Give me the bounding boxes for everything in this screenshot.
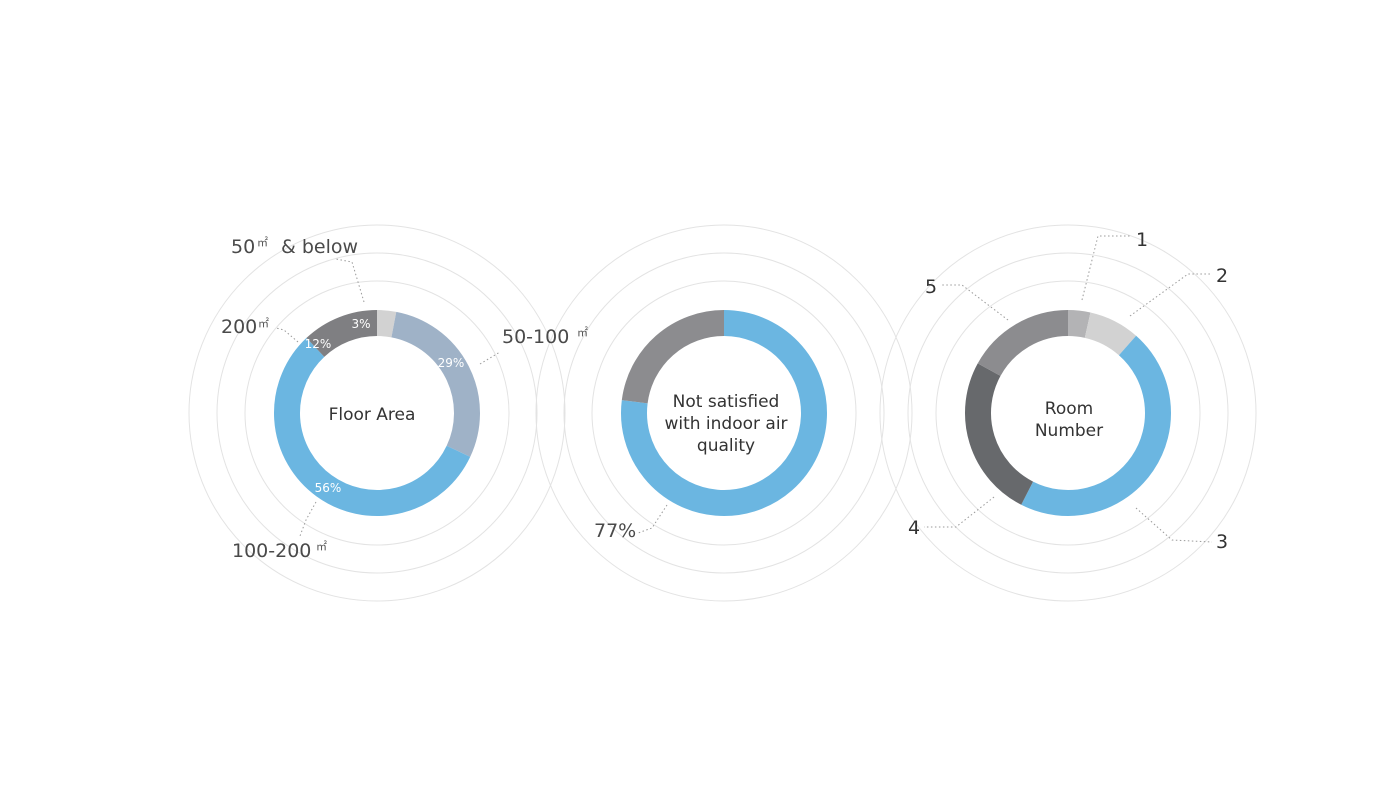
label-floor-below50-unit: ㎡ [257, 236, 268, 249]
pct-label-100-200: 56% [315, 481, 342, 495]
guide-rings-air-quality [535, 224, 913, 602]
donut-segment-0-200 [306, 310, 378, 358]
donut-segment-2-4 [965, 363, 1034, 505]
donut-room-number [965, 310, 1171, 516]
leader-room-4 [924, 496, 995, 528]
donut-segment-2-1 [1067, 310, 1091, 338]
guide-rings-floor-area [188, 224, 566, 602]
label-floor-50-100: 50-100 ㎡ [502, 326, 588, 348]
guide-rings-room-number [879, 224, 1257, 602]
center-label-air-line-3: quality [697, 436, 755, 456]
label-floor-below50-suffix: & below [281, 236, 358, 258]
center-label-floor-area: Floor Area [329, 405, 416, 425]
leader-floor-100-200 [299, 501, 317, 537]
donut-segment-2-3 [1021, 335, 1171, 516]
label-air-77: 77% [594, 520, 636, 542]
donut-segment-1-other [621, 310, 725, 404]
pct-label-50-100: 29% [438, 356, 465, 370]
donut-segment-0-50-100 [391, 311, 480, 457]
label-room-1: 1 [1136, 229, 1148, 251]
leader-lines [275, 235, 1213, 543]
label-floor-100-200: 100-200 ㎡ [232, 540, 327, 562]
leader-room-2 [1129, 273, 1212, 317]
donut-air-quality [621, 310, 827, 516]
label-room-4: 4 [908, 517, 920, 539]
label-room-3: 3 [1216, 531, 1228, 553]
label-floor-below50-number: 50 [231, 236, 255, 258]
center-label-room-number: Room Number [1035, 399, 1103, 441]
center-label-air-line-1: Not satisfied [673, 392, 780, 412]
leader-room-3 [1135, 507, 1213, 543]
label-room-5: 5 [925, 276, 937, 298]
label-floor-below50: 50 ㎡ & below [231, 236, 358, 258]
center-label-air-line-2: with indoor air [664, 414, 787, 434]
label-room-2: 2 [1216, 265, 1228, 287]
label-floor-100-200-number: 100-200 [232, 540, 311, 562]
leader-floor-200 [275, 327, 299, 343]
pct-label-200: 12% [305, 337, 332, 351]
donut-segment-2-5 [977, 310, 1069, 377]
label-floor-50-100-unit: ㎡ [577, 326, 588, 339]
label-floor-50-100-number: 50-100 [502, 326, 569, 348]
donut-segment-1-not-satisfied [621, 310, 827, 516]
leader-air-77 [637, 504, 668, 534]
donut-segment-0-100-200 [274, 337, 471, 516]
donut-segment-2-2 [1084, 312, 1137, 356]
center-label-room-line-1: Room [1045, 399, 1093, 419]
label-floor-200-unit: ㎡ [258, 317, 269, 330]
donut-floor-area [274, 310, 480, 516]
center-label-room-line-2: Number [1035, 421, 1103, 441]
pct-label-below50: 3% [351, 317, 370, 331]
label-floor-100-200-unit: ㎡ [316, 540, 327, 553]
center-label-air-quality: Not satisfied with indoor air quality [664, 392, 787, 456]
leader-room-1 [1081, 235, 1132, 301]
label-floor-200: 200 ㎡ [221, 316, 269, 338]
leader-floor-below50 [335, 258, 365, 303]
label-floor-200-number: 200 [221, 316, 257, 338]
donut-segment-0-50-below [376, 310, 397, 338]
